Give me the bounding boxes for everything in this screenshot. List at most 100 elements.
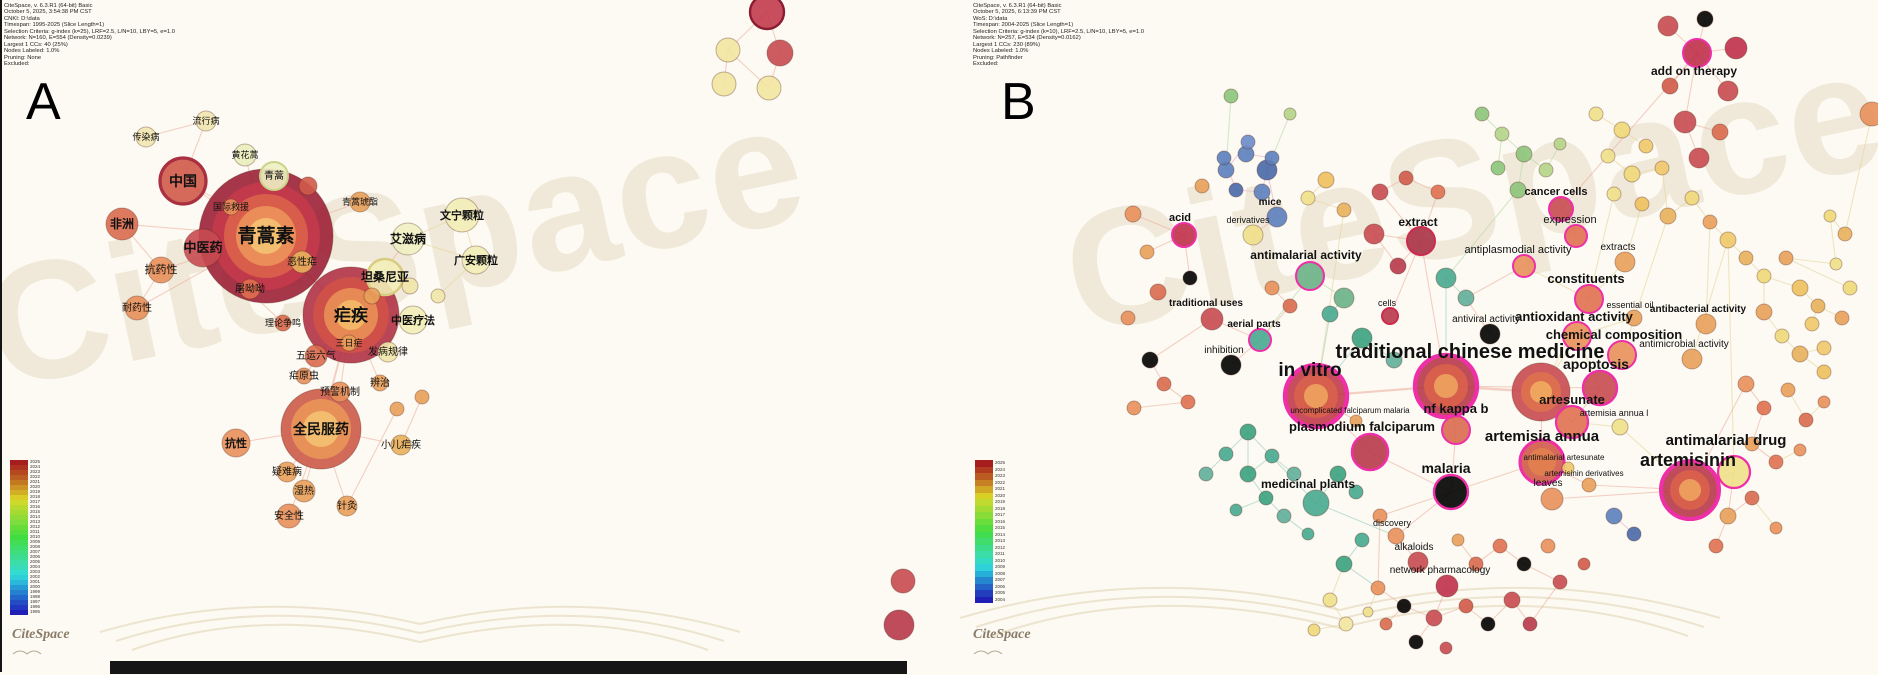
citespace-logo-text: CiteSpace — [12, 627, 70, 642]
graph-node — [389, 401, 405, 417]
graph-node — [1588, 106, 1604, 122]
node-label: 针灸 — [337, 499, 357, 512]
graph-node — [1626, 526, 1642, 542]
legend-swatch — [975, 538, 993, 545]
graph-node — [259, 161, 289, 191]
legend-row: 2025 — [975, 460, 1005, 467]
legend-row: 2019 — [10, 490, 40, 495]
legend-row: 2023 — [975, 473, 1005, 480]
graph-node — [1370, 580, 1386, 596]
node-label: inhibition — [1204, 345, 1243, 356]
legend-swatch — [10, 550, 28, 555]
graph-node — [1623, 165, 1641, 183]
meta-line: Pruning: Pathfinder — [973, 54, 1023, 61]
node-label: 疟原虫 — [289, 369, 319, 382]
node-label: nf kappa b — [1423, 401, 1488, 416]
graph-node — [1574, 284, 1604, 314]
graph-node — [1661, 77, 1679, 95]
legend-row: 2014 — [10, 515, 40, 520]
graph-node — [1695, 313, 1717, 335]
graph-edge — [1315, 502, 1397, 537]
node-label: medicinal plants — [1261, 477, 1355, 491]
legend-row: 2017 — [975, 512, 1005, 519]
legend-year: 2011 — [30, 529, 40, 535]
graph-edge — [1705, 221, 1711, 325]
node-label: artemisinin — [1640, 450, 1736, 470]
node-label: leaves — [1534, 478, 1563, 489]
legend-swatch — [10, 480, 28, 485]
graph-node — [371, 374, 389, 392]
graph-node — [1387, 527, 1405, 545]
graph-node — [1242, 224, 1264, 246]
meta-line: CNKI: D:\data — [4, 15, 40, 22]
graph-node — [1458, 598, 1474, 614]
graph-node — [1737, 375, 1755, 393]
legend-swatch — [10, 580, 28, 585]
graph-node — [290, 250, 314, 274]
node-label: 青蒿素 — [237, 224, 294, 247]
graph-node — [461, 245, 491, 275]
legend-swatch — [975, 564, 993, 571]
graph-node — [1688, 147, 1710, 169]
meta-line: October 5, 2025, 3:54:38 PM CST — [4, 9, 92, 16]
bottom-black-bar — [110, 661, 907, 674]
legend-row: 1997 — [10, 600, 40, 605]
legend-year: 2019 — [995, 499, 1006, 504]
citespace-logo: CiteSpace — [973, 627, 1031, 661]
graph-node — [1515, 145, 1533, 163]
metadata-block: CiteSpace, v. 6.3.R1 (64-bit) Basic Octob… — [4, 3, 175, 68]
legend-row: 2015 — [10, 510, 40, 515]
graph-node — [135, 126, 157, 148]
legend-swatch — [10, 575, 28, 580]
book-watermark-arc — [99, 605, 741, 633]
legend-swatch — [10, 530, 28, 535]
legend-swatch — [975, 466, 993, 473]
graph-node — [1702, 214, 1718, 230]
legend-year: 1997 — [30, 599, 41, 605]
legend-row: 2005 — [975, 590, 1005, 597]
graph-node — [1696, 10, 1714, 28]
graph-node — [1804, 316, 1820, 332]
graph-node — [1248, 328, 1272, 352]
graph-node — [1139, 244, 1155, 260]
legend-row: 2011 — [10, 530, 40, 535]
graph-node — [377, 341, 399, 363]
graph-node — [1321, 305, 1339, 323]
citespace-logo-book-icon — [973, 650, 1003, 655]
legend-row: 2004 — [975, 596, 1005, 603]
node-label: apoptosis — [1563, 356, 1629, 372]
graph-node — [398, 305, 428, 335]
graph-node — [124, 295, 150, 321]
legend-swatch — [975, 486, 993, 493]
node-label: uncomplicated falciparum malaria — [1290, 406, 1410, 415]
meta-line: WoS: D:\data — [973, 15, 1008, 22]
legend-swatch — [975, 479, 993, 486]
graph-node — [158, 156, 208, 206]
legend-swatch — [975, 460, 993, 467]
legend-swatch — [975, 505, 993, 512]
node-label: 艾滋病 — [390, 231, 426, 246]
node-label: chemical composition — [1546, 327, 1683, 342]
panel-letter-b: B — [1001, 73, 1036, 131]
graph-node — [1810, 298, 1826, 314]
legend-year: 2024 — [30, 464, 41, 470]
graph-node — [391, 222, 425, 256]
legend-year: 2022 — [995, 479, 1006, 485]
graph-node — [1239, 465, 1257, 483]
node-label: antimalarial activity — [1250, 248, 1362, 262]
node-label: 发病规律 — [368, 345, 408, 358]
legend-row: 2006 — [10, 555, 40, 560]
node-label: alkaloids — [1395, 542, 1434, 553]
legend-swatch — [10, 540, 28, 545]
graph-edge — [1829, 215, 1837, 265]
graph-node — [444, 197, 480, 233]
node-label: plasmodium falciparum — [1289, 419, 1435, 434]
graph-node — [1350, 432, 1390, 472]
book-watermark-arc — [131, 623, 709, 651]
legend-year: 2015 — [30, 509, 41, 515]
node-label: artesunate — [1539, 392, 1605, 407]
graph-node — [295, 367, 313, 385]
graph-node — [1430, 184, 1446, 200]
graph-node — [1768, 454, 1784, 470]
